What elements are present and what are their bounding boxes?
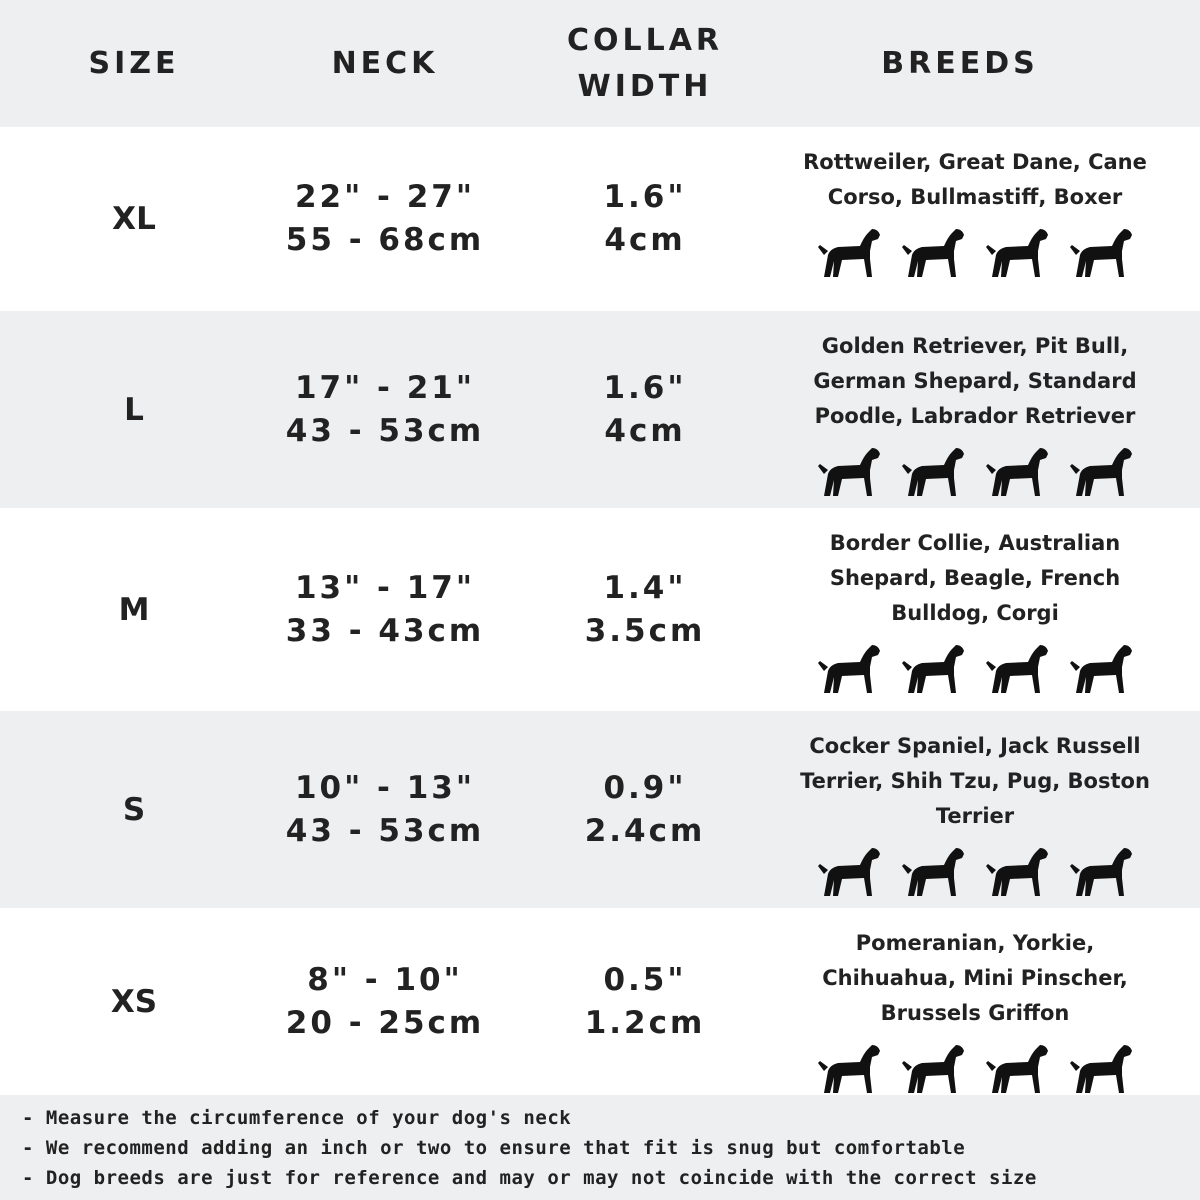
golden-retriever-silhouette-icon bbox=[818, 448, 880, 496]
breed-silhouettes bbox=[816, 1039, 1134, 1099]
header-breeds: BREEDS bbox=[881, 45, 1039, 81]
breed-silhouettes bbox=[816, 842, 1134, 902]
breeds-list: Rottweiler, Great Dane, Cane Corso, Bull… bbox=[803, 150, 1147, 209]
breeds-cell: Border Collie, Australian Shepard, Beagl… bbox=[775, 508, 1175, 711]
collar-width: 0.9" 2.4cm bbox=[535, 711, 755, 908]
size-label: XL bbox=[112, 201, 156, 237]
collar-inches: 1.6" bbox=[603, 179, 687, 215]
size-row-xs: XS 8" - 10" 20 - 25cm 0.5" 1.2cm Pomeran… bbox=[0, 908, 1200, 1095]
neck-cm: 20 - 25cm bbox=[285, 1004, 485, 1041]
neck-range: 17" - 21" 43 - 53cm bbox=[255, 311, 515, 508]
breed-silhouettes bbox=[816, 223, 1134, 283]
collar-cm: 4cm bbox=[604, 222, 686, 258]
size-label: M bbox=[118, 591, 150, 628]
neck-inches: 22" - 27" bbox=[294, 179, 476, 215]
neck-cm: 55 - 68cm bbox=[285, 222, 485, 258]
bullmastiff-silhouette-icon bbox=[1070, 229, 1132, 277]
neck-range: 13" - 17" 33 - 43cm bbox=[255, 508, 515, 711]
pomeranian-silhouette-icon bbox=[818, 1045, 880, 1093]
doberman-silhouette-icon bbox=[986, 229, 1048, 277]
neck-range: 22" - 27" 55 - 68cm bbox=[255, 127, 515, 311]
neck-inches: 10" - 13" bbox=[294, 769, 476, 806]
size-row-m: M 13" - 17" 33 - 43cm 1.4" 3.5cm Border … bbox=[0, 508, 1200, 711]
border-collie-silhouette-icon bbox=[818, 645, 880, 693]
header-collar-width: COLLAR WIDTH bbox=[566, 22, 724, 104]
poodle-silhouette-icon bbox=[986, 448, 1048, 496]
corgi-silhouette-icon bbox=[1070, 645, 1132, 693]
table-header: SIZE NECK COLLAR WIDTH BREEDS bbox=[0, 0, 1200, 127]
breeds-cell: Golden Retriever, Pit Bull, German Shepa… bbox=[775, 311, 1175, 508]
chihuahua-silhouette-icon bbox=[986, 1045, 1048, 1093]
breeds-cell: Pomeranian, Yorkie, Chihuahua, Mini Pins… bbox=[775, 908, 1175, 1095]
collar-inches: 1.6" bbox=[603, 369, 687, 406]
collar-width: 1.6" 4cm bbox=[535, 127, 755, 311]
rottweiler-silhouette-icon bbox=[818, 229, 880, 277]
breeds-cell: Cocker Spaniel, Jack Russell Terrier, Sh… bbox=[775, 711, 1175, 908]
french-bulldog-silhouette-icon bbox=[986, 645, 1048, 693]
great-dane-silhouette-icon bbox=[902, 229, 964, 277]
size-row-s: S 10" - 13" 43 - 53cm 0.9" 2.4cm Cocker … bbox=[0, 711, 1200, 908]
neck-inches: 8" - 10" bbox=[307, 961, 463, 998]
breed-silhouettes bbox=[816, 639, 1134, 699]
labrador-silhouette-icon bbox=[902, 448, 964, 496]
breeds-cell: Rottweiler, Great Dane, Cane Corso, Bull… bbox=[775, 127, 1175, 311]
size-row-xl: XL 22" - 27" 55 - 68cm 1.6" 4cm Rottweil… bbox=[0, 127, 1200, 311]
breeds-list: Border Collie, Australian Shepard, Beagl… bbox=[829, 531, 1121, 625]
breeds-list: Pomeranian, Yorkie, Chihuahua, Mini Pins… bbox=[822, 931, 1128, 1025]
breeds-list: Golden Retriever, Pit Bull, German Shepa… bbox=[813, 334, 1137, 428]
yorkie-silhouette-icon bbox=[902, 1045, 964, 1093]
breed-silhouettes bbox=[816, 442, 1134, 502]
size-label: XS bbox=[110, 983, 158, 1020]
collar-cm: 2.4cm bbox=[584, 812, 706, 849]
header-neck: NECK bbox=[331, 45, 439, 81]
pug-silhouette-icon bbox=[1070, 848, 1132, 896]
collar-inches: 0.5" bbox=[603, 961, 687, 998]
size-label: L bbox=[124, 391, 144, 428]
collar-cm: 1.2cm bbox=[584, 1004, 706, 1041]
neck-cm: 43 - 53cm bbox=[285, 812, 485, 849]
header-size: SIZE bbox=[88, 45, 180, 81]
collar-width: 0.5" 1.2cm bbox=[535, 908, 755, 1095]
neck-cm: 33 - 43cm bbox=[285, 612, 485, 649]
neck-cm: 43 - 53cm bbox=[285, 412, 485, 449]
neck-inches: 13" - 17" bbox=[294, 569, 476, 606]
notes-footer: - Measure the circumference of your dog'… bbox=[0, 1095, 1200, 1200]
note-recommend: - We recommend adding an inch or two to … bbox=[22, 1137, 966, 1159]
collar-width: 1.6" 4cm bbox=[535, 311, 755, 508]
mini-pinscher-silhouette-icon bbox=[1070, 1045, 1132, 1093]
note-reference: - Dog breeds are just for reference and … bbox=[22, 1167, 1037, 1189]
neck-range: 8" - 10" 20 - 25cm bbox=[255, 908, 515, 1095]
collar-cm: 3.5cm bbox=[584, 612, 706, 649]
note-measure: - Measure the circumference of your dog'… bbox=[22, 1107, 572, 1129]
size-row-l: L 17" - 21" 43 - 53cm 1.6" 4cm Golden Re… bbox=[0, 311, 1200, 508]
collar-inches: 0.9" bbox=[603, 769, 687, 806]
collar-inches: 1.4" bbox=[603, 569, 687, 606]
breeds-list: Cocker Spaniel, Jack Russell Terrier, Sh… bbox=[800, 734, 1150, 828]
shih-tzu-silhouette-icon bbox=[986, 848, 1048, 896]
cocker-spaniel-silhouette-icon bbox=[818, 848, 880, 896]
neck-range: 10" - 13" 43 - 53cm bbox=[255, 711, 515, 908]
beagle-silhouette-icon bbox=[902, 645, 964, 693]
collar-cm: 4cm bbox=[604, 412, 686, 449]
collar-width: 1.4" 3.5cm bbox=[535, 508, 755, 711]
size-label: S bbox=[122, 791, 146, 828]
neck-inches: 17" - 21" bbox=[294, 369, 476, 406]
german-shepherd-silhouette-icon bbox=[1070, 448, 1132, 496]
jack-russell-silhouette-icon bbox=[902, 848, 964, 896]
